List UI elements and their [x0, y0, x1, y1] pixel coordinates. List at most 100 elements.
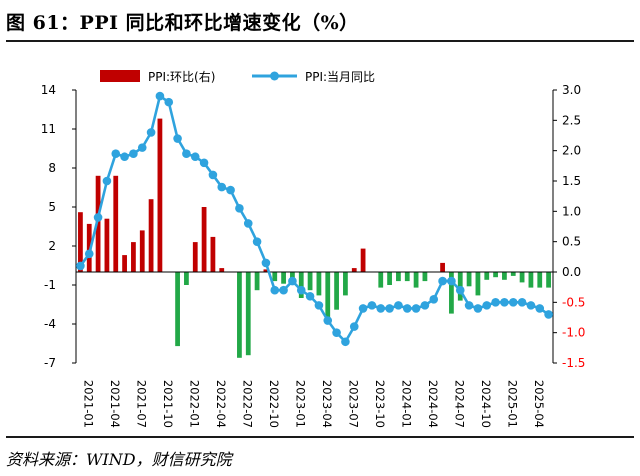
- bar: [290, 272, 295, 280]
- yoy-point: [217, 182, 227, 192]
- line-series: [76, 91, 553, 347]
- right-tick-label: -0.5: [562, 295, 585, 309]
- x-tick-label: 2023-04: [320, 380, 334, 428]
- yoy-point: [349, 322, 359, 331]
- bar: [219, 268, 225, 272]
- yoy-point: [420, 301, 430, 310]
- right-tick-label: 0.0: [562, 265, 581, 279]
- yoy-point: [367, 301, 377, 310]
- yoy-point: [429, 295, 439, 304]
- yoy-point: [544, 310, 553, 319]
- legend-bar-label: PPI:环比(右): [148, 69, 215, 84]
- yoy-point: [235, 204, 244, 213]
- bar: [351, 268, 357, 272]
- right-tick-label: -1.0: [562, 326, 585, 340]
- right-tick-label: 2.5: [562, 113, 581, 127]
- bar: [131, 242, 136, 272]
- bar: [237, 272, 242, 358]
- yoy-point: [358, 304, 368, 313]
- bar: [449, 272, 454, 314]
- bar: [316, 272, 322, 296]
- right-tick-label: 2.0: [562, 144, 581, 158]
- yoy-point: [120, 152, 129, 162]
- bar: [537, 272, 543, 288]
- yoy-point: [182, 149, 191, 158]
- yoy-point: [455, 285, 465, 295]
- left-axis-ticks: 14 11 8 5 2 -1 -4 -7: [41, 83, 76, 370]
- x-tick-label: 2021-07: [134, 380, 148, 428]
- bar: [272, 272, 278, 282]
- bar: [148, 199, 154, 272]
- yoy-point: [243, 219, 253, 228]
- yoy-point: [296, 285, 306, 295]
- yoy-point: [102, 176, 112, 186]
- x-tick-label: 2025-01: [505, 380, 519, 428]
- yoy-point: [411, 304, 421, 313]
- yoy-point: [190, 152, 200, 162]
- bar: [325, 272, 331, 319]
- legend-bar-swatch: [100, 70, 140, 82]
- bar: [519, 272, 525, 283]
- bar: [95, 175, 101, 272]
- yoy-point: [464, 301, 474, 310]
- yoy-point: [394, 301, 403, 310]
- bar: [210, 236, 216, 272]
- x-axis-ticks: 2021-01 2021-04 2021-07 2021-10 2022-01 2022-…: [81, 380, 546, 428]
- yoy-point: [279, 285, 288, 295]
- bar: [298, 272, 304, 298]
- title-rule: [6, 40, 634, 42]
- left-tick-label: 14: [41, 83, 56, 97]
- bar-series: [78, 118, 551, 358]
- left-tick-label: 8: [48, 161, 56, 175]
- bar: [78, 212, 83, 272]
- yoy-point: [305, 291, 315, 301]
- x-tick-label: 2021-10: [161, 380, 175, 428]
- yoy-point: [517, 298, 527, 307]
- yoy-point: [491, 298, 500, 307]
- yoy-point: [341, 337, 350, 347]
- right-tick-label: -1.5: [562, 356, 585, 370]
- x-tick-label: 2023-07: [346, 380, 360, 428]
- yoy-point: [173, 134, 182, 143]
- yoy-point: [208, 170, 218, 180]
- bar: [113, 175, 119, 272]
- source-rule: [6, 436, 634, 438]
- bar: [157, 118, 163, 272]
- right-tick-label: 1.0: [562, 204, 581, 218]
- yoy-point: [226, 185, 235, 195]
- yoy-point: [270, 285, 280, 295]
- yoy-point: [332, 328, 341, 337]
- legend-line-label: PPI:当月同比: [305, 70, 375, 84]
- bar: [201, 207, 207, 272]
- yoy-point: [261, 258, 271, 268]
- bar: [281, 272, 286, 284]
- figure-title: 图 61：PPI 同比和环比增速变化（%）: [6, 12, 359, 34]
- x-tick-label: 2025-04: [532, 380, 546, 428]
- bar: [307, 272, 313, 291]
- x-tick-label: 2023-01: [293, 380, 307, 428]
- bar: [122, 255, 127, 272]
- yoy-point: [164, 97, 174, 107]
- left-tick-label: -1: [44, 278, 56, 292]
- yoy-point: [473, 304, 483, 313]
- yoy-point: [402, 304, 412, 313]
- left-tick-label: 11: [41, 122, 56, 136]
- yoy-point: [376, 304, 386, 313]
- yoy-point: [508, 298, 518, 307]
- chart-axes: [75, 90, 554, 363]
- bar: [263, 269, 269, 272]
- left-tick-label: -4: [44, 317, 56, 331]
- yoy-point: [252, 237, 262, 246]
- yoy-point: [84, 249, 94, 259]
- x-tick-label: 2022-10: [267, 380, 281, 428]
- bar: [104, 218, 110, 272]
- yoy-point: [526, 301, 536, 310]
- bar: [413, 272, 419, 288]
- yoy-point: [500, 298, 509, 307]
- bar: [546, 272, 551, 288]
- bar: [184, 272, 189, 285]
- bar: [175, 272, 180, 347]
- bar: [387, 272, 392, 285]
- bar: [404, 272, 410, 282]
- yoy-point: [146, 128, 156, 137]
